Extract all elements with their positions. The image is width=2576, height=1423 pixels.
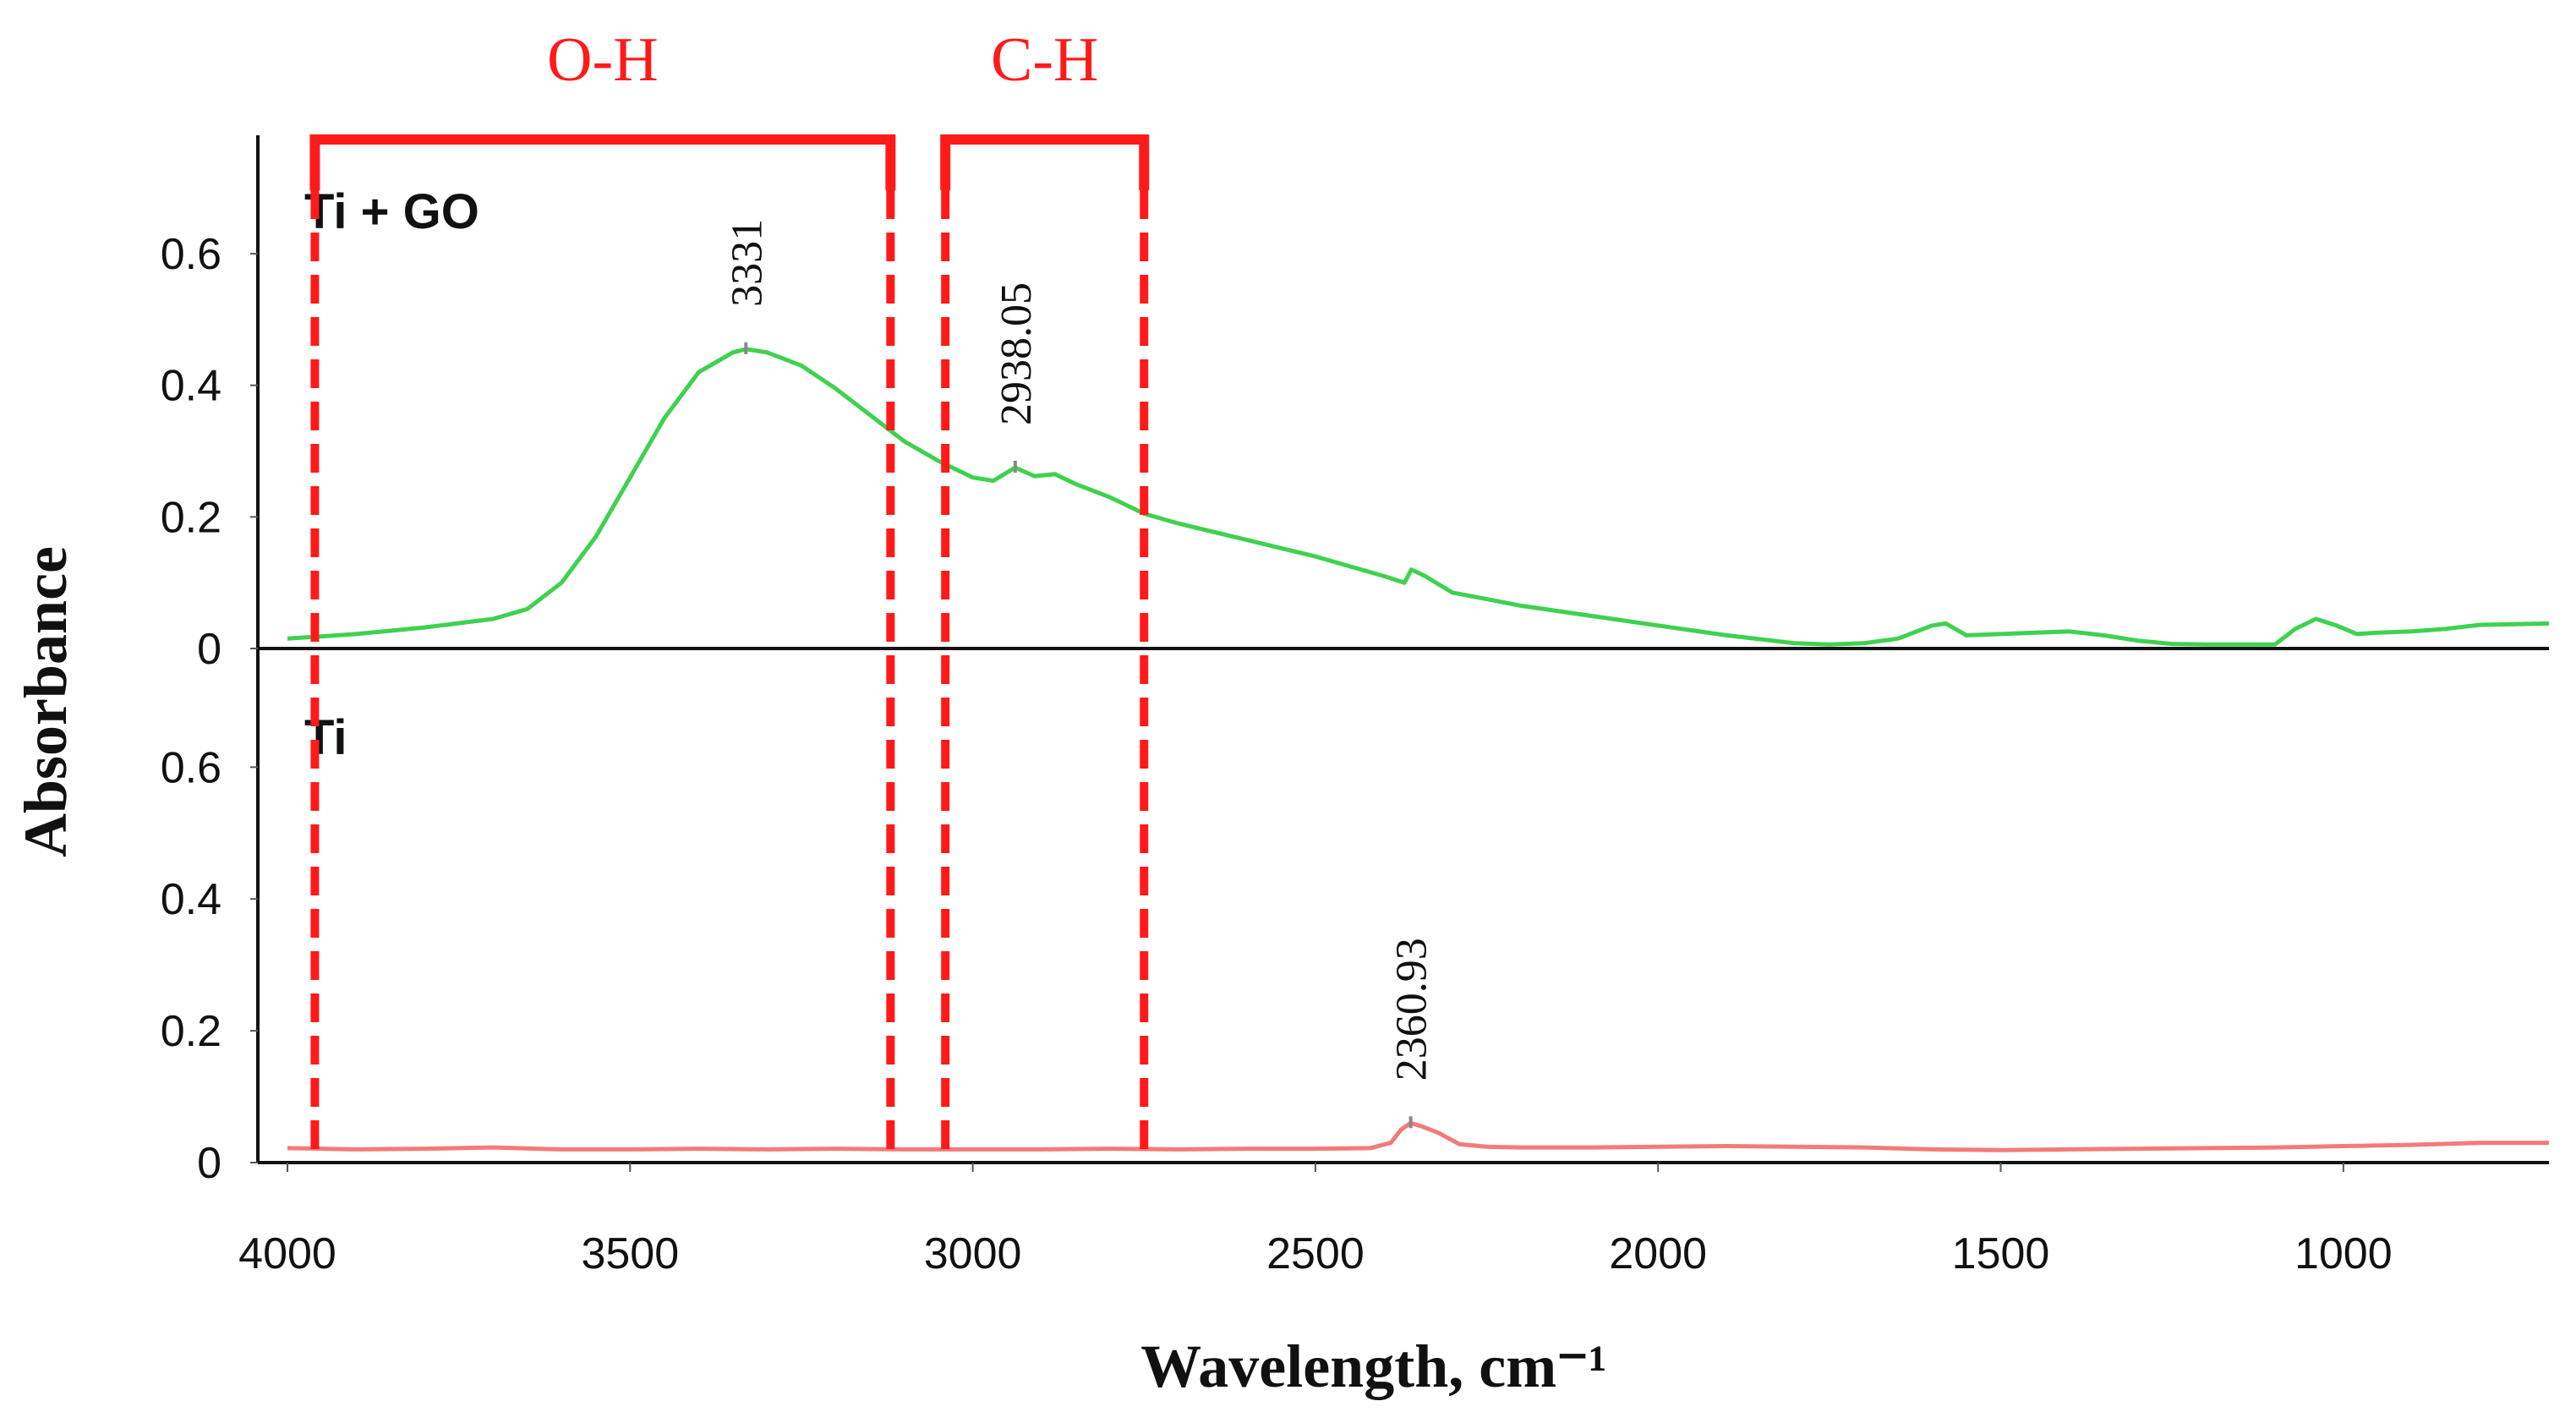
- x-tick-label: 2000: [1609, 1229, 1707, 1278]
- y-tick-label: 0.6: [161, 743, 222, 792]
- region-bracket-top: [940, 134, 1150, 190]
- x-tick-label: 3000: [924, 1229, 1022, 1278]
- x-tick-label: 4000: [238, 1229, 336, 1278]
- peak-label: 2360.93: [1388, 938, 1436, 1081]
- region-label: O-H: [547, 25, 659, 95]
- y-tick-label: 0.2: [161, 1007, 222, 1056]
- y-axis-title: Absorbance: [12, 546, 79, 857]
- x-tick-label: 1500: [1952, 1229, 2050, 1278]
- series-line-ti: [287, 1120, 2549, 1152]
- panel-label: Ti + GO: [304, 184, 479, 239]
- region-label: C-H: [991, 25, 1098, 95]
- x-tick-label: 3500: [581, 1229, 679, 1278]
- y-tick-label: 0.6: [161, 230, 222, 279]
- region-bracket-top: [309, 134, 896, 190]
- series-line-ti-go: [287, 347, 2550, 647]
- y-tick-label: 0: [197, 625, 222, 674]
- x-axis-title: Wavelength, cm⁻¹: [1140, 1333, 1607, 1400]
- x-tick-label: 2500: [1266, 1229, 1365, 1278]
- y-tick-label: 0: [197, 1139, 222, 1188]
- peak-label: 2938.05: [993, 282, 1041, 425]
- y-tick-label: 0.2: [161, 493, 222, 542]
- peak-label: 3331: [723, 219, 771, 307]
- chart-marks: 00.20.40.6Ti + GO33312938.0500.20.40.6Ti…: [161, 25, 2550, 1278]
- x-tick-label: 1000: [2294, 1229, 2393, 1278]
- y-tick-label: 0.4: [161, 875, 222, 924]
- y-tick-label: 0.4: [161, 362, 222, 411]
